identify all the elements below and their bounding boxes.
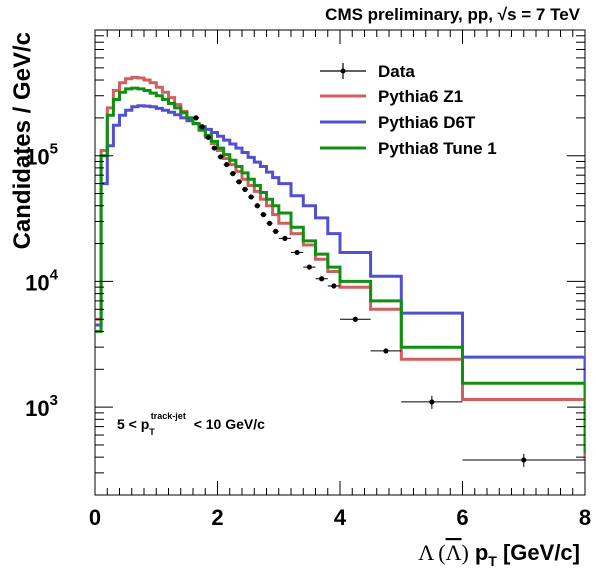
axis-ticks: 0 2 4 6 8 103 104 105 xyxy=(25,30,591,530)
data-point xyxy=(254,203,260,209)
data-point xyxy=(294,249,300,256)
legend-label-data: Data xyxy=(378,62,415,81)
legend-entry-data: Data xyxy=(320,62,415,81)
data-point xyxy=(352,316,358,322)
y-tick-label: 103 xyxy=(25,392,58,421)
legend-label-pythia6-d6t: Pythia6 D6T xyxy=(378,113,476,132)
legend-entry-pythia6-d6t: Pythia6 D6T xyxy=(320,113,476,132)
series-line-pythia6-d6t xyxy=(95,104,585,440)
data-point xyxy=(211,145,218,151)
y-tick-label: 105 xyxy=(25,141,58,170)
cut-label: 5 < pTtrack-jet < 10 GeV/c xyxy=(117,411,265,437)
data-point xyxy=(521,457,527,463)
data-point xyxy=(260,212,267,218)
data-point xyxy=(236,179,242,185)
data-point xyxy=(331,283,337,289)
chart-header: CMS preliminary, pp, √s = 7 TeV xyxy=(325,5,580,24)
data-point xyxy=(306,264,312,270)
x-axis-label: Λ (Λ) pT [GeV/c] xyxy=(418,540,580,569)
data-point xyxy=(248,194,254,200)
y-tick-label: 104 xyxy=(25,266,58,295)
legend: Data Pythia6 Z1 Pythia6 D6T Pythia8 Tune… xyxy=(320,62,497,158)
series-layer xyxy=(95,75,585,467)
data-point xyxy=(205,134,211,140)
x-tick-label: 0 xyxy=(89,505,101,530)
legend-entry-pythia8-tune1: Pythia8 Tune 1 xyxy=(320,139,497,158)
data-point xyxy=(193,115,199,121)
data-point xyxy=(282,235,288,241)
x-tick-label: 6 xyxy=(456,505,468,530)
data-point xyxy=(383,348,389,354)
data-point xyxy=(429,399,435,405)
y-axis-label: Candidates / GeV/c xyxy=(9,32,36,249)
x-tick-label: 8 xyxy=(579,505,591,530)
data-point xyxy=(230,171,236,177)
data-point xyxy=(273,228,279,234)
series-points-data xyxy=(193,115,585,467)
data-point xyxy=(266,220,273,226)
data-point xyxy=(242,186,248,192)
x-tick-label: 2 xyxy=(211,505,223,530)
series-line-pythia8-tune-1 xyxy=(95,86,585,454)
legend-entry-pythia6-z1: Pythia6 Z1 xyxy=(320,87,463,106)
data-point xyxy=(217,154,224,160)
legend-label-pythia6-z1: Pythia6 Z1 xyxy=(378,87,463,106)
data-point xyxy=(319,276,325,282)
legend-marker-data-dot xyxy=(340,68,346,74)
legend-label-pythia8-tune1: Pythia8 Tune 1 xyxy=(378,139,497,158)
data-point xyxy=(224,161,230,168)
x-tick-label: 4 xyxy=(334,505,347,530)
data-point xyxy=(199,124,205,130)
